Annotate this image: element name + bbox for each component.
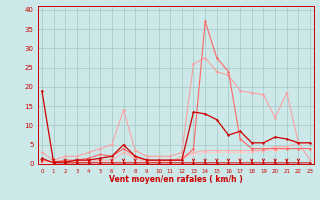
X-axis label: Vent moyen/en rafales ( km/h ): Vent moyen/en rafales ( km/h ) [109, 175, 243, 184]
